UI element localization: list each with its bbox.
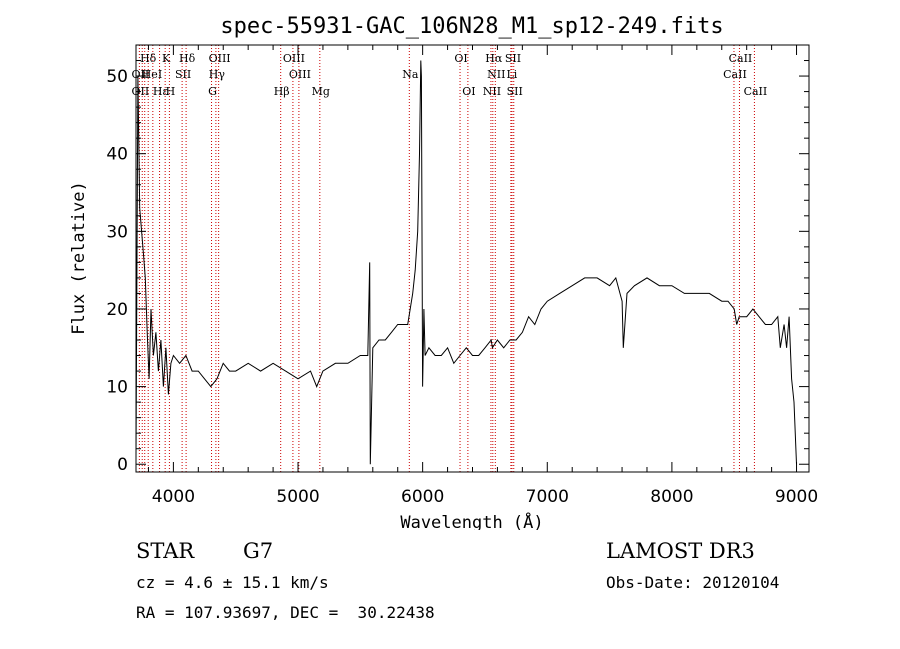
line-label: Mg [312,85,330,98]
line-label: OIII [283,52,305,65]
line-label: OIII [289,68,311,81]
line-label: OIII [209,52,231,65]
ra-dec: RA = 107.93697, DEC = 30.22438 [136,603,435,622]
y-tick-label: 0 [117,455,128,475]
plot-frame [135,44,810,473]
object-subclass: G7 [243,539,274,563]
y-tick-label: 40 [106,145,128,165]
line-label: Na [402,68,419,81]
y-tick-label: 50 [106,67,128,87]
line-label: Hγ [209,68,226,81]
line-label: H [166,85,176,98]
spectrum-chart: spec-55931-GAC_106N28_M1_sp12-249.fits H… [69,14,818,530]
y-tick-label: 30 [106,222,128,242]
line-label: SII [507,85,523,98]
y-axis-label: Flux (relative) [69,181,89,335]
line-label: Li [506,68,517,81]
line-label: Hε [153,85,169,98]
y-tick-label: 20 [106,300,128,320]
line-label: G [208,85,217,98]
line-label: Hδ [179,52,196,65]
line-markers [138,45,755,472]
line-label: Hα [485,52,503,65]
line-label: HeI [142,68,162,81]
line-label: Hβ [274,85,290,98]
x-tick-label: 9000 [775,487,818,507]
line-label: Hδ [140,52,157,65]
chart-title: spec-55931-GAC_106N28_M1_sp12-249.fits [220,14,723,39]
x-axis-label: Wavelength (Å) [400,511,543,530]
survey-name: LAMOST DR3 [606,539,755,563]
line-label: K [162,52,171,65]
line-label: CaII [729,52,753,65]
line-label: SII [505,52,521,65]
line-label: OI [454,52,467,65]
object-class: STAR [136,539,195,563]
axis-ticks [136,45,809,472]
y-tick-labels: 0 10 20 30 40 50 [106,67,128,475]
x-tick-label: 4000 [152,487,195,507]
line-label: CaII [744,85,768,98]
y-tick-label: 10 [106,378,128,398]
x-tick-labels: 4000 5000 6000 7000 8000 9000 [152,487,818,507]
line-label: CaII [723,68,747,81]
x-tick-label: 5000 [276,487,319,507]
x-tick-label: 8000 [650,487,693,507]
line-label: NII [483,85,501,98]
line-label: SII [175,68,191,81]
line-label: NII [487,68,505,81]
redshift-cz: cz = 4.6 ± 15.1 km/s [136,573,329,592]
x-tick-label: 6000 [401,487,444,507]
spectrum-line [135,60,797,465]
obs-date: Obs-Date: 20120104 [606,573,780,592]
line-label: OI [462,85,475,98]
x-tick-label: 7000 [526,487,569,507]
